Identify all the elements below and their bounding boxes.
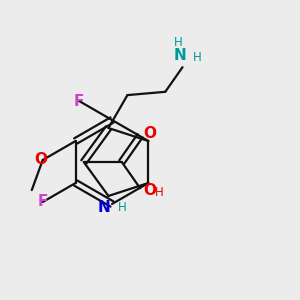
Text: H: H [118, 202, 127, 214]
Text: N: N [98, 200, 110, 215]
Text: F: F [38, 194, 48, 209]
Text: O: O [34, 152, 47, 167]
Text: H: H [193, 51, 201, 64]
Text: H: H [174, 36, 183, 49]
Text: H: H [155, 186, 164, 199]
Text: F: F [74, 94, 84, 109]
Text: O: O [143, 183, 156, 198]
Text: O: O [143, 126, 156, 141]
Text: N: N [174, 48, 187, 63]
